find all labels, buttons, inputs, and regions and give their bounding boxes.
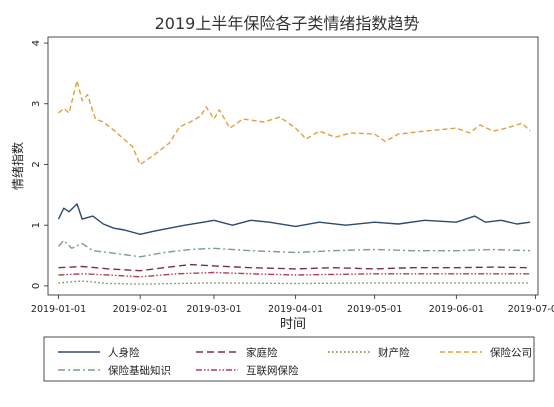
y-tick-label: 2: [31, 161, 42, 167]
y-tick-label: 1: [31, 222, 42, 228]
x-tick-label: 2019-06-01: [429, 304, 484, 315]
legend-label: 保险基础知识: [108, 364, 171, 377]
y-axis: 0 1 2 3 4: [31, 40, 48, 289]
legend-label: 互联网保险: [246, 364, 299, 377]
legend-item-4: 保险公司: [440, 346, 532, 359]
legend-label: 保险公司: [490, 346, 532, 359]
legend-label: 人身险: [108, 346, 140, 359]
series-line-1: [57, 203, 531, 236]
legend-label: 财产险: [378, 346, 410, 359]
y-tick-label: 3: [31, 101, 42, 107]
series-line-4: [58, 79, 531, 166]
legend-item-3: 财产险: [328, 346, 410, 359]
series-line-5: [57, 239, 531, 258]
chart-title: 2019上半年保险各子类情绪指数趋势: [155, 14, 420, 33]
legend-label: 家庭险: [246, 346, 278, 359]
y-tick-label: 0: [31, 283, 42, 289]
y-axis-label: 情绪指数: [10, 142, 25, 190]
series-line-6: [58, 271, 531, 278]
x-tick-label: 2019-02-01: [113, 304, 168, 315]
x-tick-label: 2019-05-01: [347, 304, 402, 315]
series-line-3: [58, 280, 531, 285]
x-tick-label: 2019-03-01: [186, 304, 241, 315]
x-tick-label: 2019-04-01: [268, 304, 323, 315]
series-line-2: [58, 263, 531, 272]
x-axis-label: 时间: [280, 317, 306, 332]
series-layer: [57, 79, 531, 285]
legend-item-2: 家庭险: [196, 346, 278, 359]
x-tick-label: 2019-01-01: [31, 304, 86, 315]
legend-item-6: 互联网保险: [196, 364, 299, 377]
y-tick-label: 4: [31, 40, 42, 46]
legend-item-5: 保险基础知识: [58, 364, 171, 377]
legend-item-1: 人身险: [58, 346, 140, 359]
legend-box: [43, 336, 535, 382]
plot-area-frame: [47, 36, 539, 296]
x-axis: 2019-01-01 2019-02-01 2019-03-01 2019-04-01…: [31, 295, 554, 315]
x-tick-label: 2019-07-01: [508, 304, 554, 315]
